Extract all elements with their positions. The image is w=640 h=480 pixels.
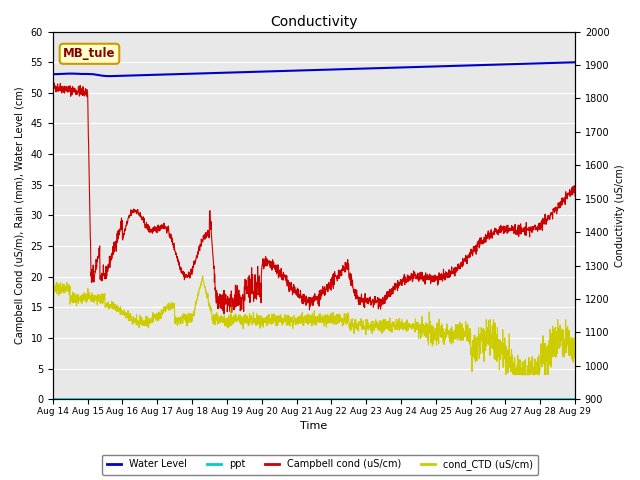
Y-axis label: Conductivity (uS/cm): Conductivity (uS/cm) (615, 164, 625, 267)
Legend: Water Level, ppt, Campbell cond (uS/cm), cond_CTD (uS/cm): Water Level, ppt, Campbell cond (uS/cm),… (102, 455, 538, 475)
Y-axis label: Campbell Cond (uS/m), Rain (mm), Water Level (cm): Campbell Cond (uS/m), Rain (mm), Water L… (15, 86, 25, 344)
X-axis label: Time: Time (300, 421, 328, 432)
Text: MB_tule: MB_tule (63, 48, 116, 60)
Title: Conductivity: Conductivity (270, 15, 358, 29)
